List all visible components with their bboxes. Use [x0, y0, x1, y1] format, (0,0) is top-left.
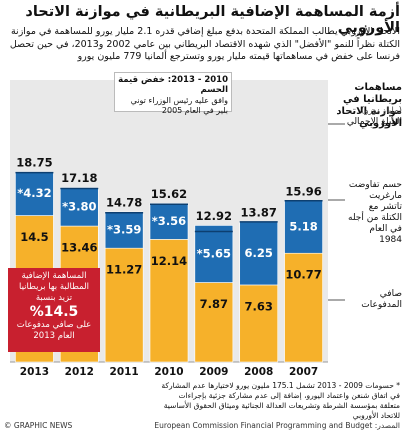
- source: المصدر: European Commission Financial Pr…: [154, 421, 400, 430]
- value-label: 6.25: [245, 246, 273, 260]
- bar-segment: [59, 187, 99, 227]
- total-label: 17.18: [61, 171, 97, 185]
- bar-segment: [284, 200, 323, 254]
- annotation-text: وافق عليه رئيس الوزراء توني بلير في العا…: [130, 96, 228, 115]
- subtitle: الاتحاد الأوروبي يطالب المملكة المتحدة ب…: [9, 26, 400, 62]
- total-label: 14.78: [106, 195, 142, 209]
- bar-segment: [194, 225, 234, 283]
- callout-box: المساهمة الإضافية المطالبة بها بريطانيا …: [8, 268, 100, 352]
- total-label: 18.75: [16, 155, 52, 169]
- value-label: *3.59: [107, 223, 141, 237]
- value-label: 7.63: [245, 299, 273, 313]
- legend-entry: حسم تفاوضت مارغريت تاتشر مع الكتلة من أج…: [348, 180, 402, 245]
- callout-figure: %14.5: [29, 304, 79, 320]
- value-label: 14.5: [20, 230, 48, 244]
- bar-segment: [239, 284, 279, 363]
- annotation-box: 2010 - 2013: خفض قيمة الحسم وافق عليه رئ…: [114, 72, 232, 115]
- value-label: 7.87: [200, 297, 228, 311]
- bar-segment: [104, 247, 144, 363]
- total-label: 13.87: [241, 205, 277, 219]
- annotation-heading: 2010 - 2013: خفض قيمة الحسم: [118, 75, 228, 95]
- bar-segment: [149, 239, 189, 363]
- bar-segment: [149, 203, 189, 240]
- bar-segment: [104, 211, 144, 249]
- value-label: 11.27: [106, 263, 142, 277]
- x-tick-label: 2007: [289, 366, 318, 378]
- total-label: 15.96: [285, 184, 321, 198]
- x-tick-label: 2010: [154, 366, 183, 378]
- callout-top: المساهمة الإضافية المطالبة بها بريطانيا …: [19, 271, 89, 303]
- total-label: 12.92: [196, 209, 232, 223]
- value-label: 5.18: [289, 220, 317, 234]
- callout-bottom: على صافي مدفوعات العام 2013: [16, 320, 92, 341]
- value-label: *5.65: [197, 246, 231, 260]
- chart-title: أزمة المساهمة الإضافية البريطانية في موا…: [25, 4, 400, 36]
- credit: © GRAPHIC NEWS: [4, 421, 73, 430]
- value-label: 12.14: [151, 254, 187, 268]
- legend-entry: صافي المدفوعات: [361, 289, 402, 310]
- legend-entry: المبلغ الإجمالي: [346, 117, 402, 127]
- x-tick-label: 2011: [110, 366, 139, 378]
- bar-segment: [15, 171, 54, 216]
- legend-title: مساهمات بريطانيا في موازنة الاتحاد الأور…: [336, 82, 402, 129]
- value-label: 10.77: [285, 268, 321, 282]
- value-label: *3.56: [152, 214, 186, 228]
- bar-segment: [194, 282, 234, 363]
- total-label: 15.62: [151, 187, 187, 201]
- x-tick-label: 2013: [20, 366, 49, 378]
- legend-unit: (مليار يورو): [361, 106, 402, 116]
- x-tick-label: 2009: [199, 366, 228, 378]
- value-label: 13.46: [61, 241, 97, 255]
- footnote: * حسومات 2009 - 2013 تشمل 175.1 مليون يو…: [161, 381, 400, 420]
- x-tick-label: 2008: [244, 366, 273, 378]
- value-label: *3.80: [62, 199, 96, 213]
- value-label: *4.32: [17, 186, 51, 200]
- x-tick-label: 2012: [65, 366, 94, 378]
- bar-segment: [239, 221, 279, 286]
